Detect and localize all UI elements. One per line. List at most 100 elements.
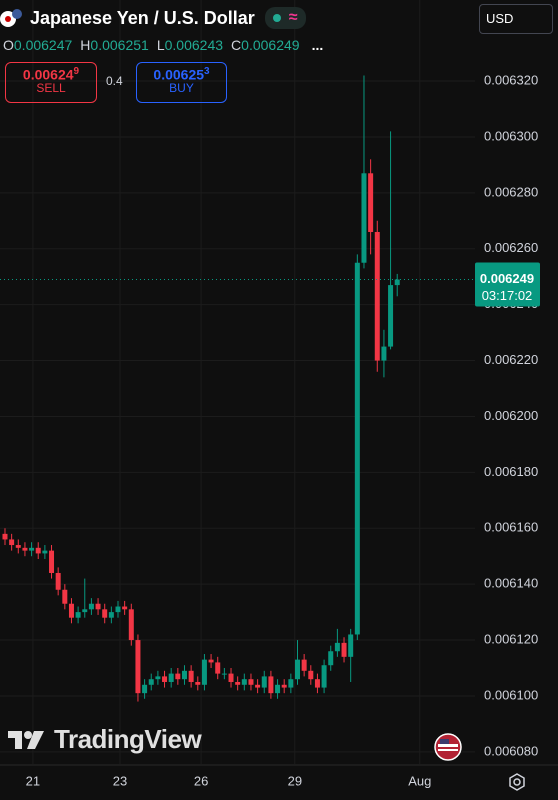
candle-body [361,173,367,263]
logo-text: TradingView [54,724,202,754]
us-flag-icon[interactable] [434,733,462,761]
ohlc-key: L [156,37,165,53]
candle-body [294,659,300,680]
candle-body [142,684,148,694]
candle-body [215,662,221,674]
candle-body [248,679,254,685]
y-tick-label: 0.006220 [484,352,538,367]
candle-body [148,679,154,685]
candle-body [308,670,314,680]
y-tick-label: 0.006160 [484,520,538,535]
candle-body [162,676,168,682]
candle-body [122,606,128,610]
candle-body [354,262,360,635]
candle-body [181,670,187,680]
candle-body [221,673,227,675]
y-tick-label: 0.006140 [484,576,538,591]
candle-body [42,550,48,554]
candle-body [62,589,68,604]
buy-button[interactable]: 0.006253 BUY [136,62,227,103]
candle-body [301,659,307,671]
y-tick-label: 0.006200 [484,408,538,423]
candle-body [368,173,374,232]
last-price-badge [475,262,540,307]
candle-body [328,651,334,666]
candle-body [288,679,294,688]
candle-body [155,676,161,680]
flag-icon [0,9,22,27]
ohlc-value: 0.006249 [241,37,300,53]
candle-body [348,634,354,657]
ohlc-value: 0.006251 [90,37,149,53]
y-tick-label: 0.006100 [484,687,538,702]
candle-body [49,550,55,573]
candle-body [281,684,287,688]
more-button[interactable]: ... [311,37,324,53]
y-tick-label: 0.006260 [484,240,538,255]
branding: TradingView [8,724,202,755]
ohlc-key: O [3,37,14,53]
y-tick-label: 0.006180 [484,464,538,479]
candle-body [394,279,400,286]
buy-pip: 3 [204,66,210,77]
candle-body [2,533,8,540]
candle-body [95,603,101,610]
status-badge[interactable]: ≈ [264,7,306,29]
candle-body [168,673,174,682]
candle-body [9,539,15,546]
candle-body [75,612,81,618]
candle-body [321,665,327,688]
candle-body [334,642,340,652]
candle-body [388,285,394,347]
candle-body [341,642,347,657]
candle-body [374,231,380,361]
sell-button[interactable]: 0.006249 SELL [5,62,97,103]
candle-body [188,670,194,682]
candle-body [314,679,320,688]
market-open-dot [272,14,281,22]
candle-body [55,572,61,590]
y-tick-label: 0.006300 [484,128,538,143]
symbol-header: Japanese Yen / U.S. Dollar ≈ [0,5,306,31]
candle-body [201,659,207,685]
candle-body [115,606,121,613]
grid [0,0,475,765]
x-tick-label: 26 [194,773,208,788]
candle-body [68,603,74,618]
candle-body [82,609,88,613]
candle-body [29,547,35,551]
ohlc-value: 0.006243 [164,37,224,53]
candle-body [381,346,387,361]
delay-icon: ≈ [288,9,298,26]
buy-price: 0.00625 [153,66,205,83]
candle-body [241,679,247,685]
candle-body [135,640,141,694]
candle-body [175,673,181,680]
ohlc-row: O0.006247 H0.006251 L0.006243 C0.006249... [3,37,323,53]
countdown: 03:17:02 [482,288,533,303]
settings-icon[interactable] [507,772,527,792]
spread: 0.4 [106,74,123,88]
sell-price: 0.00624 [22,66,74,83]
candle-body [195,681,201,685]
y-tick-label: 0.006080 [484,743,538,758]
candle-body [235,681,241,685]
sell-pip: 9 [73,66,80,77]
candle-body [255,684,261,688]
logo-mark [8,730,44,749]
candle-body [88,603,94,610]
buy-label: BUY [169,80,194,95]
candle-body [275,684,281,694]
ohlc-key: C [231,37,242,53]
candle-body [228,673,234,682]
x-tick-label: 23 [113,773,127,788]
candle-body [208,659,214,663]
currency-select[interactable]: USD [479,4,553,34]
symbol-title: Japanese Yen / U.S. Dollar [30,7,255,28]
sell-label: SELL [36,80,66,95]
candle-body [261,676,267,688]
candle-body [22,547,28,551]
x-tick-label: 21 [26,773,40,788]
